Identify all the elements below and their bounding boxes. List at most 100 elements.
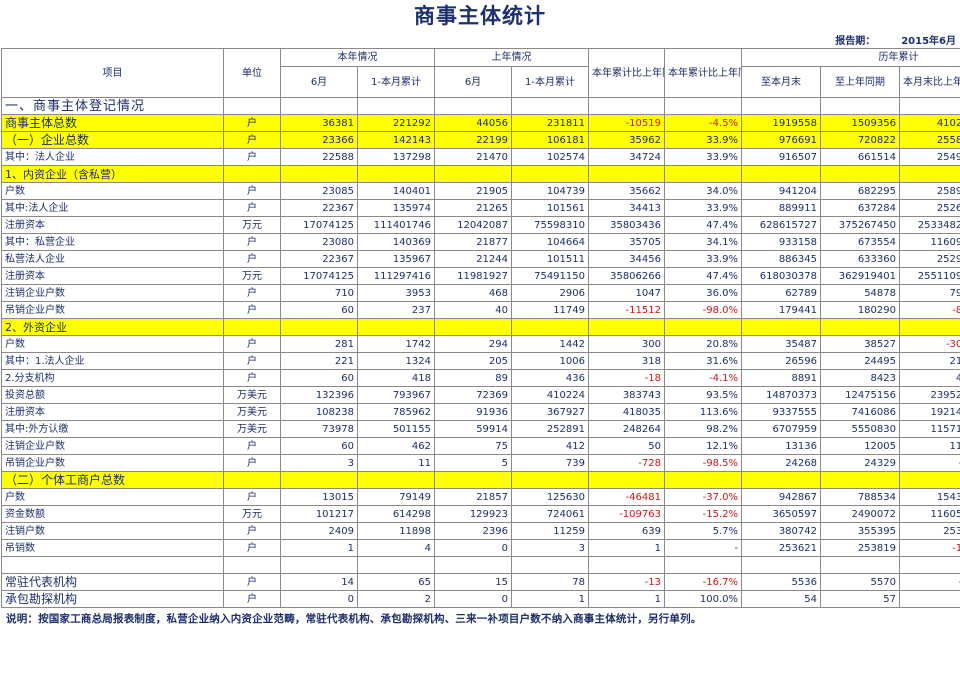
- cell-hist-diff: [899, 471, 960, 489]
- cell-prev-month: 59914: [434, 420, 512, 438]
- header-cur-ytd: 1-本月累计: [357, 66, 435, 98]
- cell-prev-ytd: 231811: [511, 114, 589, 132]
- row-unit: [223, 97, 281, 115]
- cell-yoy-diff: 1: [588, 539, 665, 557]
- cell-to-month-end: [741, 97, 821, 115]
- row-label: 吊销企业户数: [1, 454, 224, 472]
- row-label: 注销户数: [1, 522, 224, 540]
- table-row: 其中：1.法人企业户 221 1324 205 1006 318 31.6% 26596 244…: [1, 352, 960, 370]
- row-label: 私营法人企业: [1, 250, 224, 268]
- cell-to-month-end: 8891: [741, 369, 821, 387]
- cell-hist-diff: 1157129: [899, 420, 960, 438]
- row-unit: 户: [223, 522, 281, 540]
- cell-to-last-year: 12475156: [820, 386, 900, 404]
- cell-cur-month: 0: [280, 590, 358, 608]
- cell-yoy-pct: -37.0%: [664, 488, 742, 506]
- cell-prev-month: 12042087: [434, 216, 512, 234]
- cell-to-last-year: 24495: [820, 352, 900, 370]
- row-unit: 户: [223, 335, 281, 353]
- header-to-last-year: 至上年同期: [820, 66, 900, 98]
- cell-yoy-diff: 1047: [588, 284, 665, 302]
- cell-cur-month: 17074125: [280, 216, 358, 234]
- row-unit: 户: [223, 454, 281, 472]
- header-unit: 单位: [223, 48, 281, 98]
- cell-hist-diff: -61: [899, 454, 960, 472]
- cell-yoy-pct: 20.8%: [664, 335, 742, 353]
- cell-prev-month: [434, 471, 512, 489]
- row-label: 商事主体总数: [1, 114, 224, 132]
- table-row: 注销企业户数户 710 3953 468 2906 1047 36.0% 62789 54878…: [1, 284, 960, 302]
- cell-to-last-year: 7416086: [820, 403, 900, 421]
- header-prev-ytd: 1-本月累计: [511, 66, 589, 98]
- row-unit: [223, 471, 281, 489]
- cell-cur-month: 22588: [280, 148, 358, 166]
- cell-prev-ytd: 1442: [511, 335, 589, 353]
- report-period-value: 2015年6月: [901, 35, 956, 47]
- row-label: 注册资本: [1, 267, 224, 285]
- cell-yoy-pct: 98.2%: [664, 420, 742, 438]
- header-group-last-year: 上年情况: [434, 48, 589, 67]
- cell-to-month-end: 941204: [741, 182, 821, 200]
- cell-cur-month: 73978: [280, 420, 358, 438]
- cell-hist-diff: -849: [899, 301, 960, 319]
- cell-prev-ytd: 104664: [511, 233, 589, 251]
- cell-cur-month: 1: [280, 539, 358, 557]
- cell-prev-ytd: 1006: [511, 352, 589, 370]
- cell-prev-month: [434, 97, 512, 115]
- cell-to-last-year: 5550830: [820, 420, 900, 438]
- table-row: 吊销企业户数户 60 237 40 11749 -11512 -98.0% 179441 180…: [1, 301, 960, 319]
- cell-yoy-pct: [664, 318, 742, 336]
- cell-cur-ytd: 3953: [357, 284, 435, 302]
- cell-yoy-diff: 300: [588, 335, 665, 353]
- header-item: 项目: [1, 48, 224, 98]
- cell-cur-ytd: 501155: [357, 420, 435, 438]
- header-group-history: 历年累计: [741, 48, 960, 67]
- cell-to-last-year: 673554: [820, 233, 900, 251]
- cell-prev-ytd: 78: [511, 573, 589, 591]
- cell-cur-month: 36381: [280, 114, 358, 132]
- cell-cur-ytd: 65: [357, 573, 435, 591]
- cell-cur-ytd: 79149: [357, 488, 435, 506]
- cell-yoy-diff: -728: [588, 454, 665, 472]
- cell-yoy-pct: [664, 97, 742, 115]
- cell-cur-month: [280, 318, 358, 336]
- cell-cur-month: [280, 471, 358, 489]
- table-row: 资金数额 万元 101217 614298 129923 724061 -109763 -15…: [1, 505, 960, 523]
- table-row: 户数户 13015 79149 21857 125630 -46481 -37.0% 9428…: [1, 488, 960, 506]
- cell-to-month-end: 628615727: [741, 216, 821, 234]
- cell-to-last-year: 788534: [820, 488, 900, 506]
- cell-hist-diff: [899, 165, 960, 183]
- cell-yoy-diff: 318: [588, 352, 665, 370]
- cell-yoy-diff: 35806266: [588, 267, 665, 285]
- cell-yoy-pct: -98.5%: [664, 454, 742, 472]
- cell-yoy-diff: 35962: [588, 131, 665, 149]
- cell-to-month-end: 6707959: [741, 420, 821, 438]
- cell-to-last-year: 12005: [820, 437, 900, 455]
- cell-cur-ytd: 137298: [357, 148, 435, 166]
- cell-cur-month: 23080: [280, 233, 358, 251]
- row-unit: 万美元: [223, 403, 281, 421]
- row-unit: 户: [223, 284, 281, 302]
- cell-cur-ytd: 11898: [357, 522, 435, 540]
- cell-yoy-pct: 12.1%: [664, 437, 742, 455]
- cell-prev-month: 21857: [434, 488, 512, 506]
- cell-yoy-diff: 34413: [588, 199, 665, 217]
- cell-to-month-end: [741, 556, 821, 574]
- row-label: [1, 556, 224, 574]
- row-label: 注销企业户数: [1, 284, 224, 302]
- cell-to-last-year: 355395: [820, 522, 900, 540]
- row-unit: 万元: [223, 505, 281, 523]
- cell-to-last-year: 720822: [820, 131, 900, 149]
- cell-prev-month: 44056: [434, 114, 512, 132]
- cell-cur-month: 710: [280, 284, 358, 302]
- row-label: 注销企业户数: [1, 437, 224, 455]
- cell-to-month-end: 13136: [741, 437, 821, 455]
- report-period-label: 报告期：: [835, 35, 876, 47]
- cell-prev-ytd: [511, 97, 589, 115]
- cell-to-month-end: 942867: [741, 488, 821, 506]
- cell-hist-diff: 255110977: [899, 267, 960, 285]
- cell-yoy-pct: 5.7%: [664, 522, 742, 540]
- cell-prev-month: 40: [434, 301, 512, 319]
- cell-hist-diff: 254993: [899, 148, 960, 166]
